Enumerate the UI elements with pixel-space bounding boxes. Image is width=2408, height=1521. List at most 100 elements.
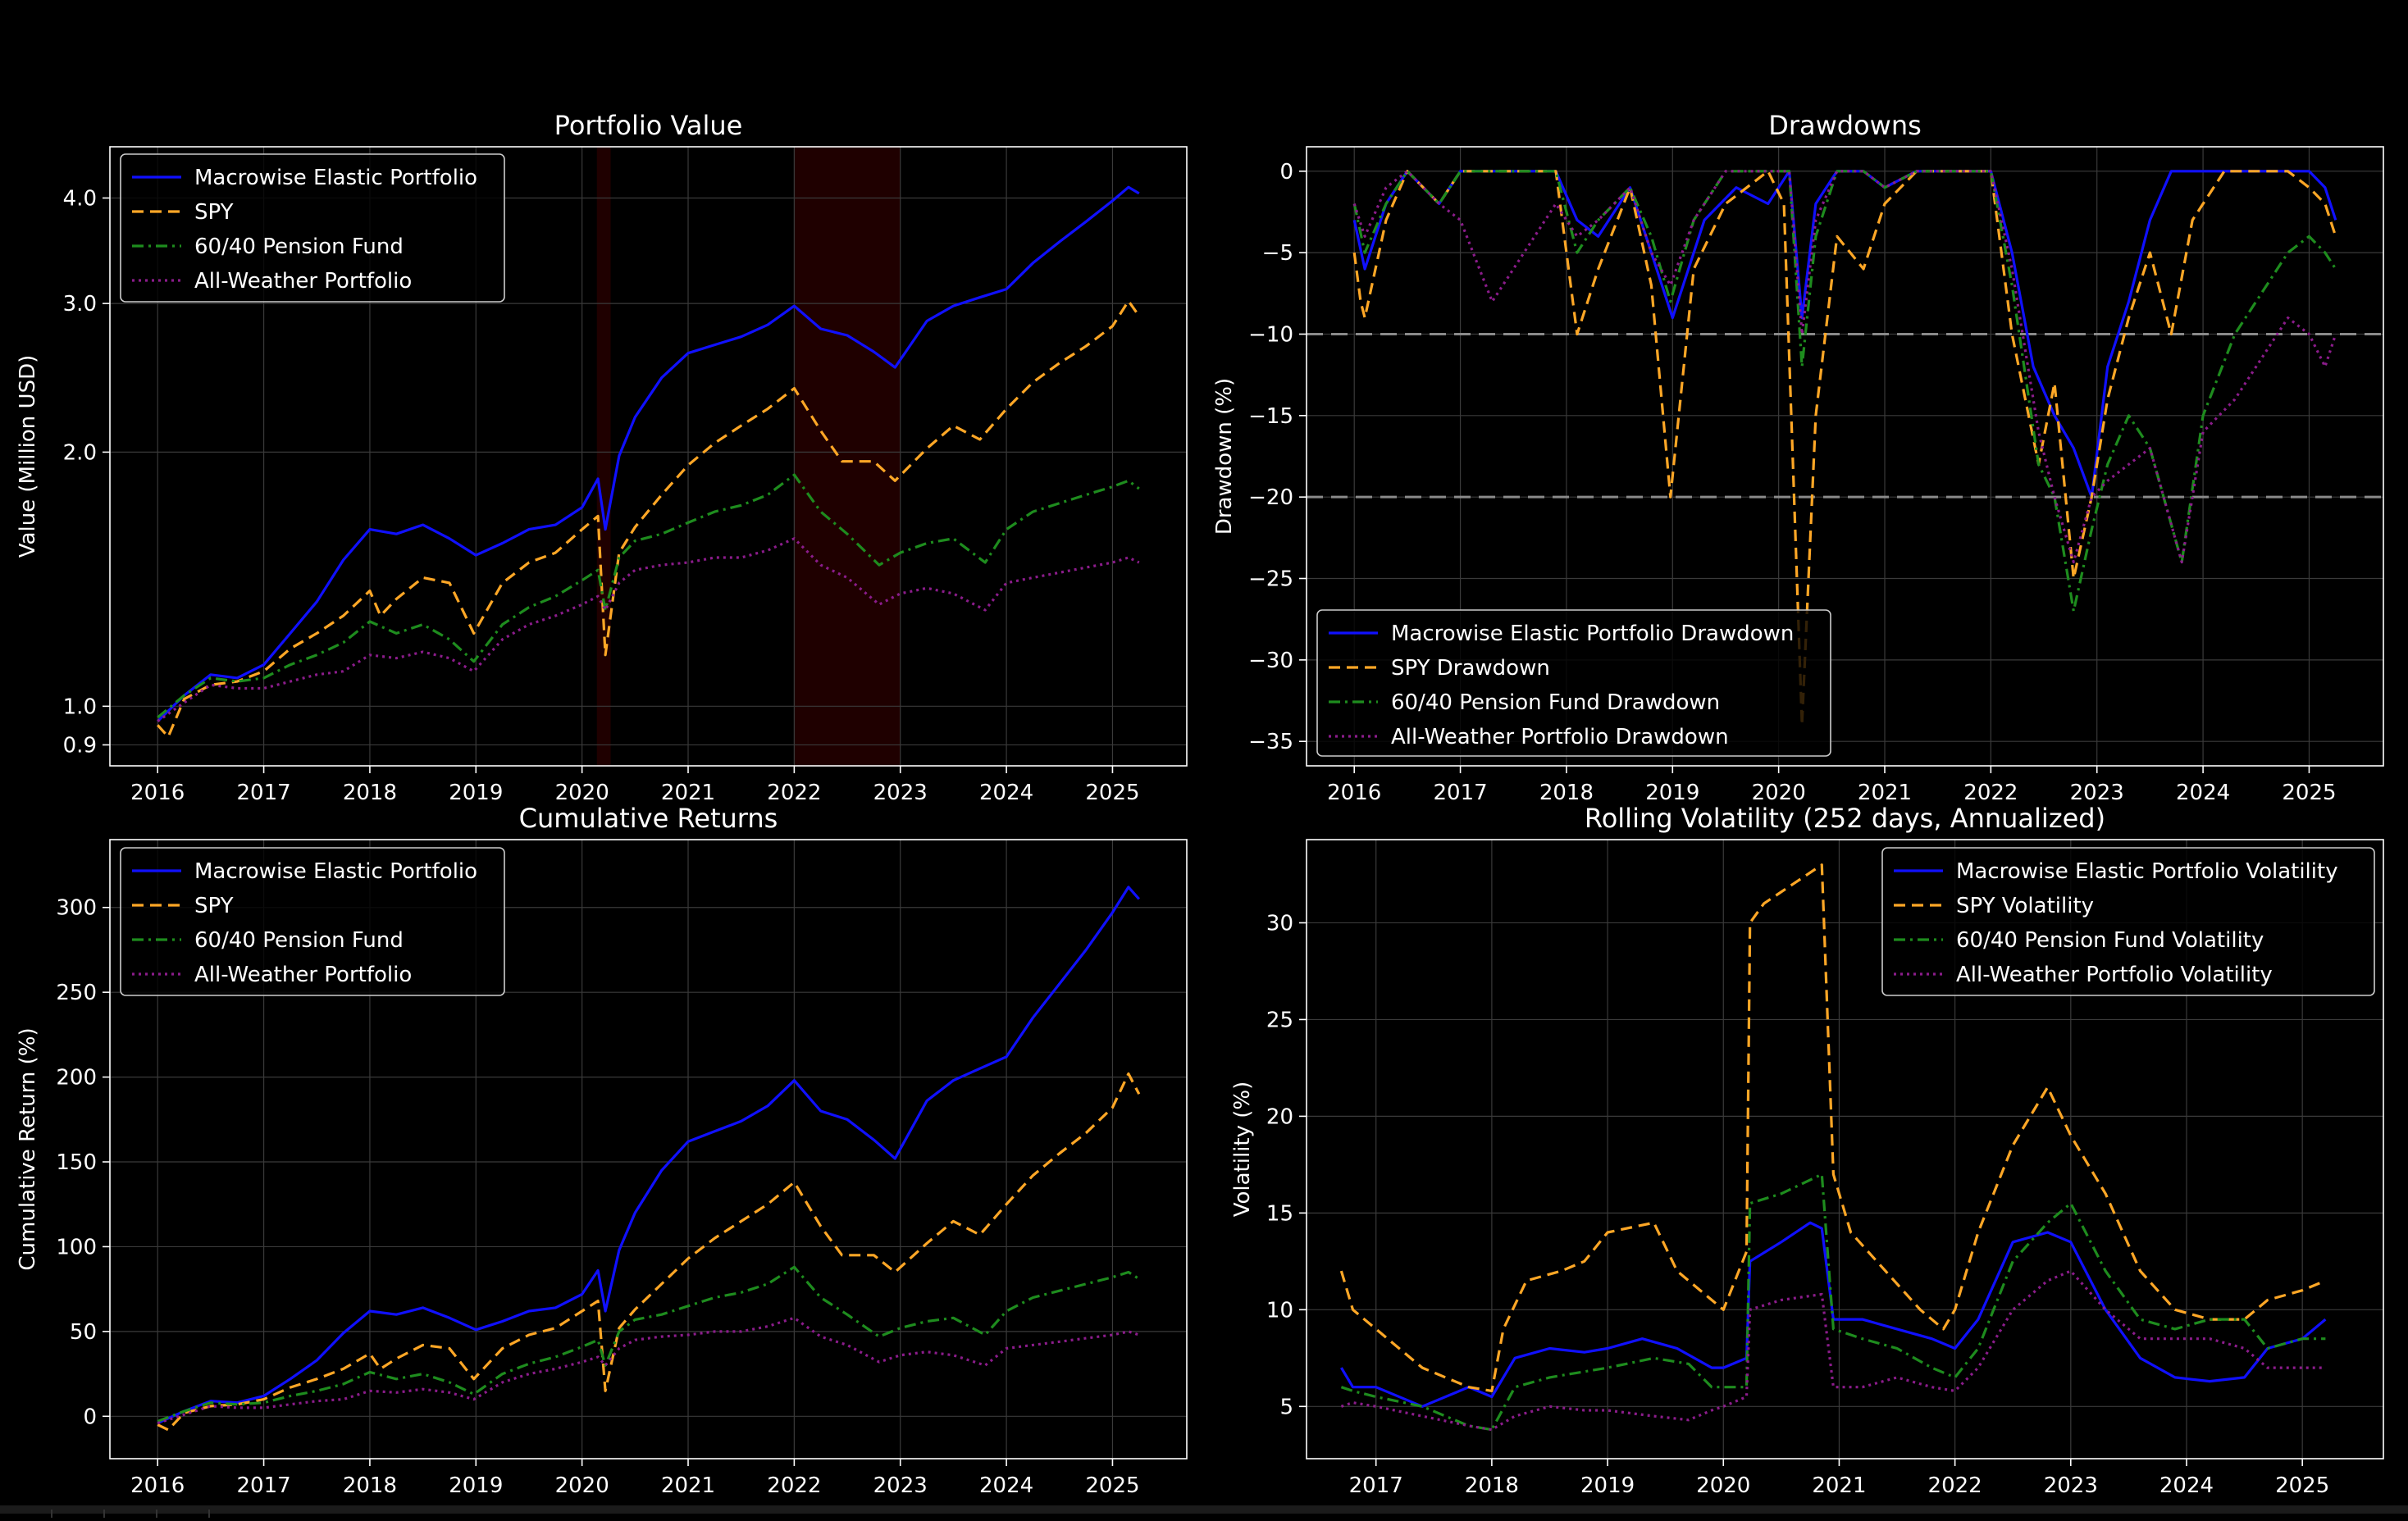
y-tick-label: −15 <box>1248 404 1293 429</box>
x-tick-label: 2024 <box>2176 781 2230 805</box>
legend-box <box>120 153 505 303</box>
x-tick-label: 2017 <box>1349 1473 1403 1498</box>
x-tick-label: 2017 <box>1433 781 1487 805</box>
y-tick-label: 200 <box>56 1066 97 1091</box>
x-tick-label: 2020 <box>555 1473 609 1498</box>
chart-title: Drawdowns <box>1768 110 1922 141</box>
y-tick-label: 0 <box>83 1405 97 1429</box>
y-tick-label: 150 <box>56 1150 97 1175</box>
y-tick-label: 15 <box>1266 1201 1293 1226</box>
panel-portfolio_value: 2016 2017 2018 2019 2020 2021 2022 2023 2024 2025… <box>16 110 1188 805</box>
panel-rolling_volatility: 2017 2018 2019 2020 2021 2022 2023 2024 20255101… <box>1230 803 2384 1498</box>
series-line <box>1352 170 2337 726</box>
x-tick-label: 2019 <box>1580 1473 1635 1498</box>
x-tick-label: 2022 <box>767 1473 821 1498</box>
y-tick-label: 50 <box>70 1320 97 1345</box>
x-tick-label: 2017 <box>236 781 290 805</box>
shaded-region <box>596 147 611 766</box>
series-group <box>157 185 1141 739</box>
y-tick-label: 5 <box>1279 1395 1293 1419</box>
chart-title: Portfolio Value <box>554 110 743 141</box>
x-tick-label: 2023 <box>873 1473 928 1498</box>
legend-label: Macrowise Elastic Portfolio Drawdown <box>1391 622 1794 646</box>
x-tick-label: 2019 <box>449 1473 503 1498</box>
x-tick-label: 2018 <box>343 781 397 805</box>
axes-frame <box>109 839 1188 1460</box>
y-axis-label: Value (Million USD) <box>16 355 40 558</box>
x-tick-label: 2018 <box>1539 781 1594 805</box>
legend-label: Macrowise Elastic Portfolio <box>194 859 477 884</box>
x-tick-label: 2021 <box>661 1473 715 1498</box>
series-line <box>1340 1221 2327 1408</box>
y-tick-label: 0.9 <box>63 733 97 758</box>
x-tick-label: 2019 <box>1645 781 1699 805</box>
panel-cumulative_returns: 2016 2017 2018 2019 2020 2021 2022 2023 2024 2025… <box>16 803 1188 1498</box>
y-tick-label: −30 <box>1248 649 1293 673</box>
y-tick-label: 300 <box>56 896 97 921</box>
y-tick-label: −25 <box>1248 567 1293 592</box>
series-line <box>1339 863 2327 1392</box>
x-tick-label: 2022 <box>767 781 821 805</box>
legend-label: Macrowise Elastic Portfolio Volatility <box>1956 859 2338 884</box>
x-tick-label: 2024 <box>2159 1473 2214 1498</box>
legend-label: SPY <box>194 200 234 225</box>
x-tick-label: 2020 <box>1696 1473 1750 1498</box>
legend-box <box>1881 847 2375 996</box>
legend-label: 60/40 Pension Fund Drawdown <box>1391 690 1720 715</box>
chart-panels: 2016 2017 2018 2019 2020 2021 2022 2023 2024 2025… <box>16 110 2384 1498</box>
y-axis-label: Cumulative Return (%) <box>16 1027 40 1270</box>
shaded-region <box>794 147 901 766</box>
axes-frame <box>1306 146 2384 767</box>
x-tick-label: 2024 <box>979 1473 1033 1498</box>
bottom-strip <box>0 1505 2408 1518</box>
series-line <box>157 1316 1140 1425</box>
y-tick-label: 4.0 <box>63 186 97 211</box>
y-tick-label: 25 <box>1266 1008 1293 1032</box>
x-tick-label: 2023 <box>873 781 928 805</box>
x-tick-label: 2021 <box>1812 1473 1866 1498</box>
y-tick-label: −35 <box>1248 730 1293 754</box>
series-line <box>1352 170 2337 564</box>
x-tick-label: 2016 <box>1327 781 1381 805</box>
series-line <box>157 1265 1140 1423</box>
legend-label: All-Weather Portfolio <box>194 269 412 294</box>
x-tick-label: 2023 <box>2070 781 2124 805</box>
y-tick-label: 2.0 <box>63 440 97 465</box>
series-line <box>157 185 1140 722</box>
y-tick-label: 100 <box>56 1235 97 1259</box>
series-group <box>157 886 1141 1432</box>
legend: Macrowise Elastic Portfolio SPY 60/40 Pens… <box>120 153 505 303</box>
legend-label: SPY Drawdown <box>1391 656 1550 681</box>
panel-drawdowns: 2016 2017 2018 2019 2020 2021 2022 2023 2024 2025… <box>1212 110 2384 805</box>
x-tick-label: 2025 <box>1085 781 1139 805</box>
legend-label: All-Weather Portfolio <box>194 963 412 987</box>
series-line <box>157 299 1141 739</box>
y-tick-label: 0 <box>1279 160 1293 184</box>
y-tick-label: 10 <box>1266 1298 1293 1323</box>
y-tick-label: −10 <box>1248 322 1293 347</box>
series-line <box>157 473 1140 719</box>
legend: Macrowise Elastic Portfolio Drawdown SPY … <box>1316 609 1831 757</box>
legend-label: All-Weather Portfolio Volatility <box>1956 963 2273 987</box>
x-tick-label: 2016 <box>130 1473 185 1498</box>
axes-frame <box>109 146 1188 767</box>
x-tick-label: 2016 <box>130 781 185 805</box>
y-tick-label: 20 <box>1266 1104 1293 1129</box>
y-tick-label: 30 <box>1266 911 1293 936</box>
legend-box <box>1316 609 1831 757</box>
legend-label: 60/40 Pension Fund Volatility <box>1956 928 2264 953</box>
x-tick-label: 2021 <box>1858 781 1912 805</box>
y-axis-label: Volatility (%) <box>1230 1082 1255 1218</box>
legend: Macrowise Elastic Portfolio SPY 60/40 Pens… <box>120 847 505 996</box>
legend-label: SPY <box>194 894 234 918</box>
x-tick-label: 2025 <box>2275 1473 2329 1498</box>
series-line <box>1340 1173 2326 1432</box>
x-tick-label: 2019 <box>449 781 503 805</box>
x-tick-label: 2018 <box>343 1473 397 1498</box>
y-tick-label: 1.0 <box>63 694 97 719</box>
legend-label: Macrowise Elastic Portfolio <box>194 166 477 190</box>
x-tick-label: 2023 <box>2044 1473 2098 1498</box>
chart-title: Cumulative Returns <box>519 803 778 834</box>
legend-label: All-Weather Portfolio Drawdown <box>1391 725 1729 749</box>
